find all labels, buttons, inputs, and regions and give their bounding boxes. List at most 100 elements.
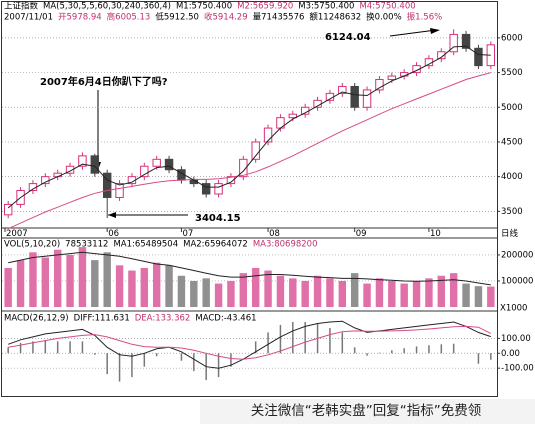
frame <box>1 1 498 397</box>
candle-body <box>226 176 236 185</box>
candle-body <box>338 85 347 94</box>
candle-body <box>263 127 273 143</box>
arrowhead <box>108 212 116 218</box>
header-label: 量71435576 <box>253 13 305 23</box>
volume-bar <box>338 280 347 307</box>
volume-bar <box>350 273 359 307</box>
candle-body <box>164 158 174 171</box>
volume-bar <box>313 275 322 307</box>
x-tick-label: 09 <box>356 229 367 239</box>
volume-bar <box>165 265 173 307</box>
annotation: 2007年6月4日你趴下了吗? <box>40 75 168 88</box>
volume-bar <box>276 275 285 307</box>
header-label: 78533112 <box>65 240 108 250</box>
x-tick-label: 10 <box>430 229 441 239</box>
candle-body <box>115 183 124 198</box>
header-label: 收5914.29 <box>204 12 248 23</box>
candle-body <box>152 158 161 167</box>
candle-body <box>251 141 260 160</box>
volume-bar <box>41 257 50 307</box>
annotation-arrow <box>389 29 437 37</box>
header-label: DEA:133.362 <box>135 314 191 324</box>
annotation: 6124.04 <box>325 32 371 43</box>
candle-body <box>140 165 149 178</box>
volume-bar <box>202 278 210 307</box>
line <box>7 72 491 230</box>
candle-body <box>53 172 62 178</box>
candle-body <box>387 75 397 81</box>
candle-body <box>288 113 298 119</box>
volume-bar <box>239 273 248 307</box>
volume-bar <box>487 286 495 307</box>
header-label: 换0.00% <box>366 12 402 23</box>
line <box>7 45 491 209</box>
volume-bar <box>66 254 74 307</box>
unit-label: X1000 <box>500 304 527 314</box>
volume-bar <box>326 278 334 307</box>
line <box>8 325 492 360</box>
header-label: MA1:65489504 <box>113 240 178 250</box>
y-tick-label: 5000 <box>501 103 523 113</box>
y-tick-label: 200000 <box>501 250 533 260</box>
volume-bar <box>400 283 408 307</box>
volume-bar <box>412 280 421 307</box>
y-tick-label: -100.00 <box>501 364 534 374</box>
candle-body <box>214 183 223 195</box>
volume-bar <box>140 267 149 307</box>
header-label: MA2:65964072 <box>183 240 248 250</box>
header-label: 高6005.13 <box>107 12 151 23</box>
volume-bar <box>103 252 111 307</box>
header-label: 开5978.94 <box>58 13 102 23</box>
arrowhead <box>430 28 440 34</box>
header-label: M2:5659.920 <box>237 2 293 12</box>
volume-bar <box>115 265 124 307</box>
header-label: M4:5750.400 <box>359 2 415 12</box>
volume-bar <box>78 247 87 307</box>
header-label: 2007/11/01 <box>4 13 53 23</box>
volume-bar <box>449 273 458 307</box>
volume-bar <box>227 280 235 307</box>
watermark: 关注微信“老韩实盘”回复“指标”免费领 <box>251 402 482 419</box>
volume-bar <box>128 270 136 307</box>
header-label: 额11248632 <box>309 12 361 23</box>
y-tick-label: 100.00 <box>501 334 531 344</box>
candle-body <box>78 155 87 167</box>
y-tick-label: 0.00 <box>501 349 520 359</box>
volume-bar <box>53 249 62 307</box>
volume-bar <box>474 286 483 307</box>
watermark-box <box>200 399 535 424</box>
header-label: 低5912.50 <box>155 12 199 23</box>
volume-bar <box>190 280 198 307</box>
volume-bar <box>388 280 396 307</box>
candle-body <box>65 165 75 174</box>
candle-body <box>239 158 248 178</box>
y-tick-label: 5500 <box>501 68 523 78</box>
volume-bar <box>177 275 186 307</box>
header-label: DIFF:111.631 <box>74 314 130 324</box>
header-label: 振1.56% <box>407 12 443 23</box>
volume-bar <box>301 280 309 307</box>
volume-bar <box>425 278 433 307</box>
line <box>8 251 491 286</box>
volume-bar <box>16 260 25 307</box>
header-label: M1:5750.400 <box>176 2 232 12</box>
volume-bar <box>91 260 99 307</box>
y-tick-label: 3500 <box>501 207 523 217</box>
header-label: MA3:80698200 <box>253 240 318 250</box>
candle-body <box>449 33 458 53</box>
volume-bar <box>4 267 12 307</box>
volume-bar <box>363 283 371 307</box>
period-label: 日线 <box>501 228 519 239</box>
y-tick-label: 100000 <box>501 276 533 286</box>
x-tick-label: 2007 <box>6 229 28 239</box>
candle-body <box>90 155 100 174</box>
candle-body <box>474 47 483 67</box>
candle-body <box>102 172 112 198</box>
header-label: MACD:-43.461 <box>195 314 256 324</box>
header-label: MA(5,30,5,5,60,30,240,360,4) <box>43 2 171 12</box>
candle-body <box>201 183 211 195</box>
header-label: M3:5750.400 <box>298 2 354 12</box>
